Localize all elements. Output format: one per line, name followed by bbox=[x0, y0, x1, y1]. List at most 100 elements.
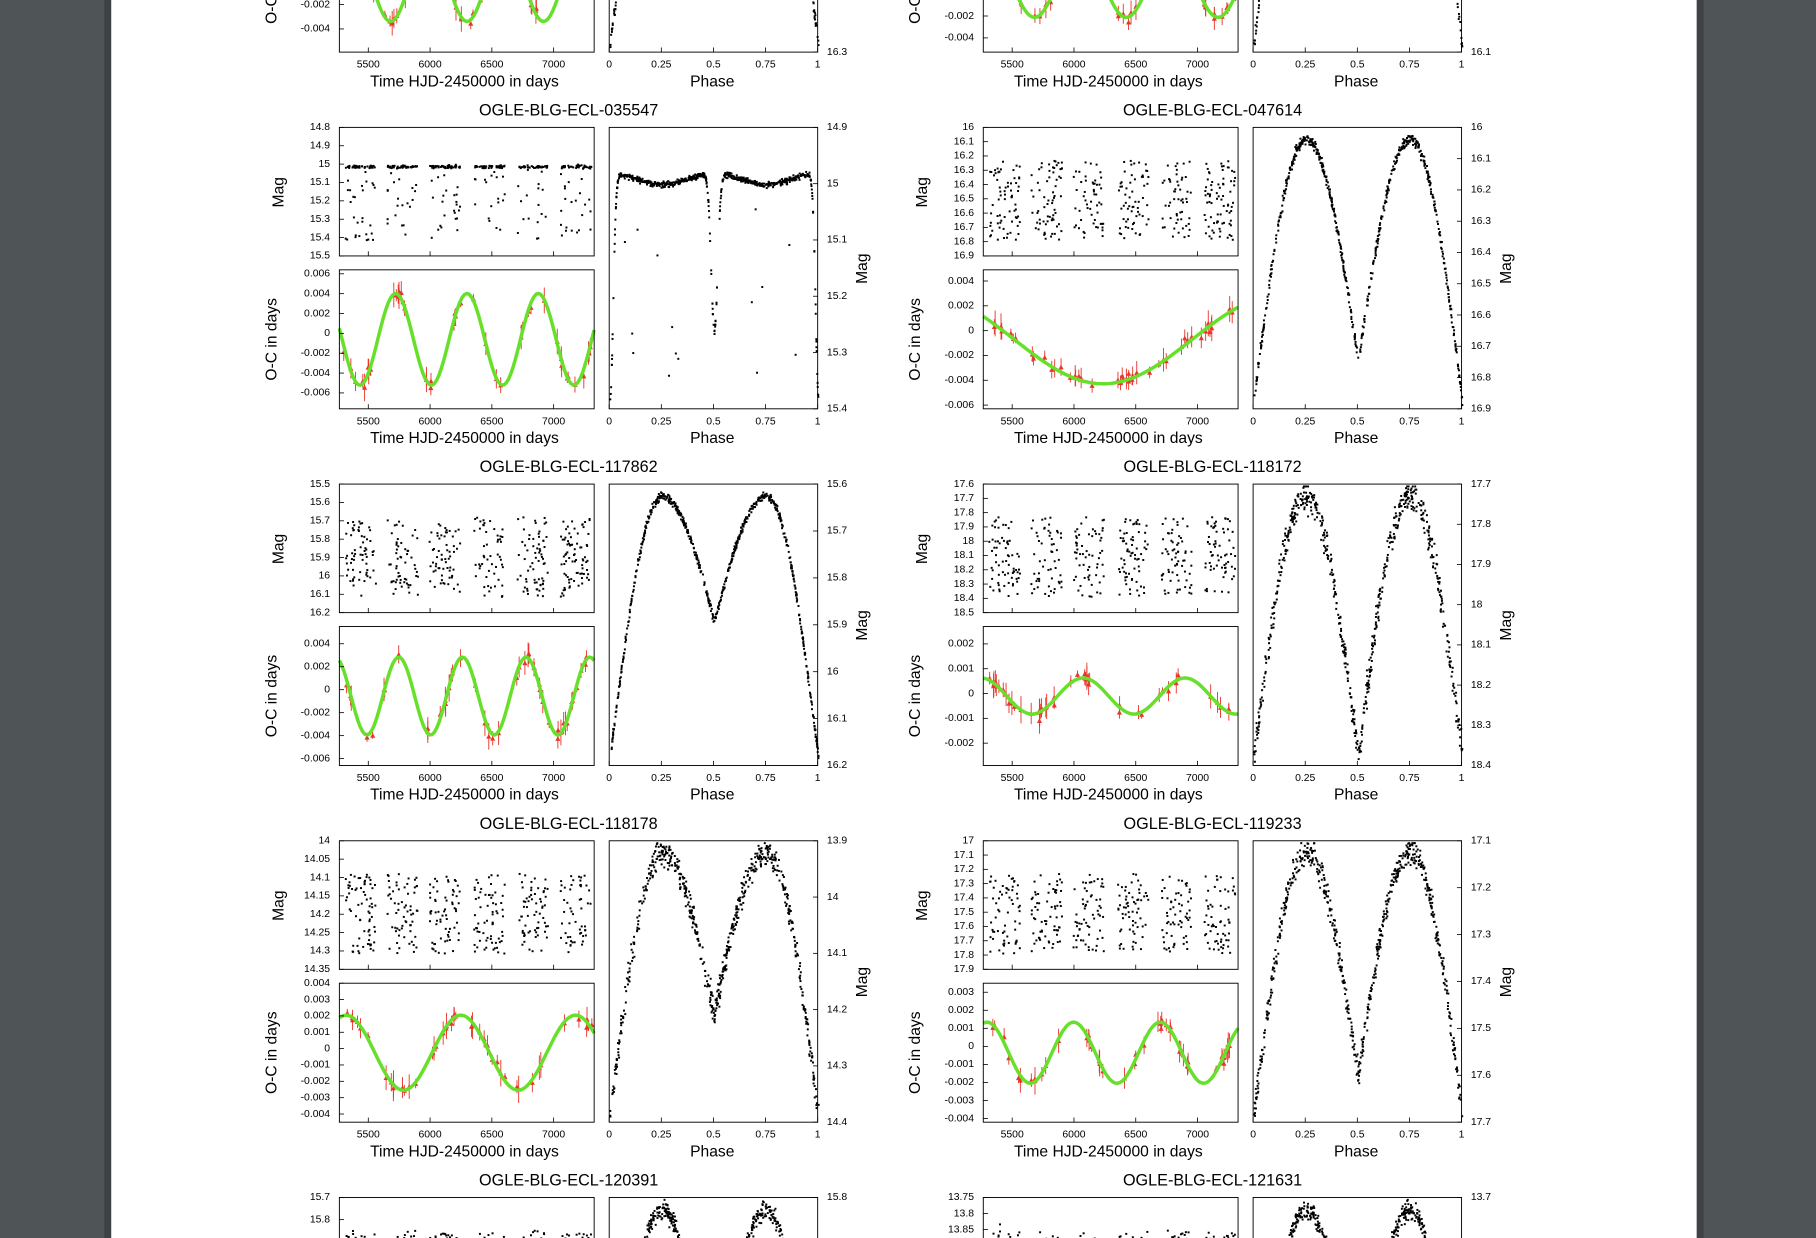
mag-point bbox=[501, 563, 504, 566]
mag-point bbox=[1213, 222, 1216, 225]
phase-tick-label: 0 bbox=[1250, 60, 1256, 71]
phase-point bbox=[814, 288, 817, 291]
mag-point bbox=[1034, 227, 1037, 230]
mag-point bbox=[1206, 178, 1209, 181]
phase-point bbox=[609, 43, 612, 46]
phase-point bbox=[807, 174, 810, 177]
mag-point bbox=[1188, 217, 1191, 220]
mag-point bbox=[542, 539, 545, 542]
mag-point bbox=[1012, 169, 1015, 172]
mag-point bbox=[1205, 186, 1208, 189]
mag-point bbox=[1059, 176, 1062, 179]
phase-point bbox=[1444, 271, 1447, 274]
mag-point bbox=[365, 573, 368, 576]
phase-point bbox=[1380, 217, 1383, 220]
mag-point bbox=[516, 578, 519, 581]
phase-point bbox=[1368, 292, 1371, 295]
time-axis-label: Time HJD-2450000 in days bbox=[1014, 73, 1203, 90]
mag-point bbox=[1206, 201, 1209, 204]
phase-point bbox=[1427, 174, 1430, 177]
mag-point bbox=[1030, 189, 1033, 192]
mag-point bbox=[351, 552, 354, 555]
mag-point bbox=[415, 574, 418, 577]
mag-point bbox=[455, 193, 458, 196]
phase-point bbox=[1441, 250, 1444, 253]
phase-point bbox=[798, 172, 801, 175]
mag-point bbox=[1119, 182, 1122, 185]
mag-point bbox=[370, 232, 373, 235]
phase-point bbox=[1266, 299, 1269, 301]
mag-point bbox=[434, 565, 437, 568]
mag-point bbox=[561, 165, 564, 168]
mag-point bbox=[535, 166, 538, 169]
phase-point bbox=[1427, 173, 1430, 176]
mag-point bbox=[537, 559, 540, 562]
phase-point bbox=[1454, 345, 1457, 348]
phase-point bbox=[668, 374, 671, 377]
phase-point bbox=[814, 22, 817, 25]
mag-tick-label: 15.4 bbox=[310, 232, 330, 243]
mag-point bbox=[394, 588, 397, 591]
mag-point bbox=[360, 594, 363, 597]
mag-point bbox=[1053, 195, 1056, 197]
mag-point bbox=[484, 178, 486, 181]
phase-point bbox=[656, 182, 659, 185]
mag-point bbox=[1015, 164, 1018, 167]
phase-point bbox=[759, 184, 762, 187]
mag-point bbox=[353, 576, 356, 579]
phase-point bbox=[1257, 0, 1260, 2]
oc-plot-frame bbox=[982, 269, 1239, 410]
phase-point bbox=[765, 187, 768, 190]
phase-point bbox=[1458, 374, 1461, 377]
mag-point bbox=[1000, 219, 1003, 222]
phase-point bbox=[1294, 146, 1297, 149]
mag-point bbox=[1005, 236, 1008, 239]
time-tick-label: 7000 bbox=[542, 60, 565, 71]
mag-point bbox=[1141, 175, 1144, 178]
phase-point bbox=[1256, 16, 1258, 19]
phase-point bbox=[1309, 144, 1312, 147]
mag-point bbox=[1219, 213, 1222, 216]
mag-point bbox=[442, 165, 445, 168]
mag-point bbox=[522, 528, 525, 531]
mag-point bbox=[1220, 165, 1223, 168]
mag-point bbox=[577, 229, 580, 232]
mag-point bbox=[526, 592, 529, 595]
phase-point bbox=[676, 178, 679, 181]
mag-point bbox=[1140, 175, 1143, 178]
mag-point bbox=[452, 166, 455, 169]
phase-point bbox=[1254, 24, 1257, 27]
phase-point bbox=[1304, 138, 1307, 141]
phase-point bbox=[1402, 144, 1405, 147]
phase-point bbox=[1414, 147, 1417, 150]
phase-point bbox=[1371, 272, 1374, 275]
phase-point bbox=[719, 201, 722, 204]
mag-point bbox=[1095, 163, 1098, 166]
phase-point bbox=[1256, 376, 1259, 379]
mag-point bbox=[578, 192, 581, 195]
mag-point bbox=[1095, 183, 1098, 186]
mag-point bbox=[999, 168, 1002, 171]
phase-point bbox=[1429, 182, 1432, 185]
mag-point bbox=[367, 238, 370, 241]
phase-point bbox=[705, 176, 708, 179]
phase-point bbox=[1351, 326, 1354, 328]
mag-tick-label: 15.3 bbox=[310, 214, 330, 225]
panel-title: OGLE-BLG-ECL-047614 bbox=[1123, 101, 1302, 119]
phase-point bbox=[1337, 233, 1340, 235]
mag-point bbox=[524, 544, 527, 547]
mag-point bbox=[521, 166, 524, 169]
mag-point bbox=[997, 198, 1000, 201]
phase-point bbox=[703, 175, 706, 178]
phase-point bbox=[707, 199, 710, 202]
mag-point bbox=[445, 543, 448, 546]
phase-point bbox=[804, 175, 807, 178]
mag-point bbox=[567, 164, 570, 167]
mag-point bbox=[495, 226, 498, 229]
mag-point bbox=[1174, 165, 1177, 168]
mag-point bbox=[541, 577, 544, 580]
mag-point bbox=[408, 205, 411, 208]
phase-point bbox=[690, 176, 693, 178]
phase-point bbox=[653, 183, 656, 186]
phase-point bbox=[762, 182, 765, 185]
